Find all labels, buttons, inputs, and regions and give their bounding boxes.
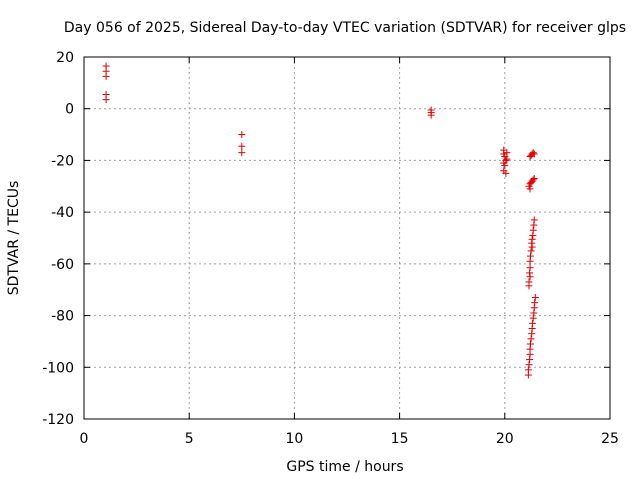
x-tick-label: 0 [80,431,89,447]
data-point [530,309,538,317]
data-point [501,162,509,170]
data-point [526,257,534,265]
y-tick-label: -120 [42,412,74,428]
x-tick-label: 25 [601,431,619,447]
data-point [427,111,435,119]
data-point [503,155,511,163]
data-point [529,149,537,157]
data-point [529,231,537,239]
data-point [503,149,511,157]
data-point [529,314,537,322]
y-axis-ticks: 20 0 -20 -40 -60 -80 -100 -120 [42,50,610,428]
data-point [530,150,538,158]
data-point [525,361,533,369]
data-point [526,356,534,364]
data-point [529,176,537,184]
data-point [528,330,536,338]
data-point [526,185,534,193]
data-point [525,282,533,290]
data-point [526,273,534,281]
grid-layer [84,57,610,419]
data-point [527,335,535,343]
data-point [238,142,246,150]
data-point [502,169,510,177]
data-point [530,175,538,183]
x-axis-label: GPS time / hours [286,459,403,475]
data-point [527,247,535,255]
data-point [102,72,110,80]
y-tick-label: -20 [51,153,74,169]
x-tick-label: 10 [285,431,303,447]
data-point [524,371,532,379]
y-tick-label: -60 [51,257,74,273]
data-point [102,96,110,104]
x-axis-ticks: 0 5 10 15 20 25 [80,57,619,447]
data-point [528,243,536,251]
data-point [530,221,538,229]
x-tick-label: 15 [391,431,409,447]
y-tick-label: -80 [51,309,74,325]
chart-title: Day 056 of 2025, Sidereal Day-to-day VTE… [64,20,626,36]
y-tick-label: -100 [42,360,74,376]
y-tick-label: 20 [56,50,74,66]
data-point [238,149,246,157]
data-points [102,62,539,379]
plot-frame [83,56,611,420]
y-tick-label: -40 [51,205,74,221]
data-point [238,131,246,139]
x-tick-label: 5 [185,431,194,447]
y-tick-label: 0 [65,102,74,118]
x-tick-label: 20 [496,431,514,447]
data-point [531,293,539,301]
y-axis-label: SDTVAR / TECUs [6,181,22,296]
